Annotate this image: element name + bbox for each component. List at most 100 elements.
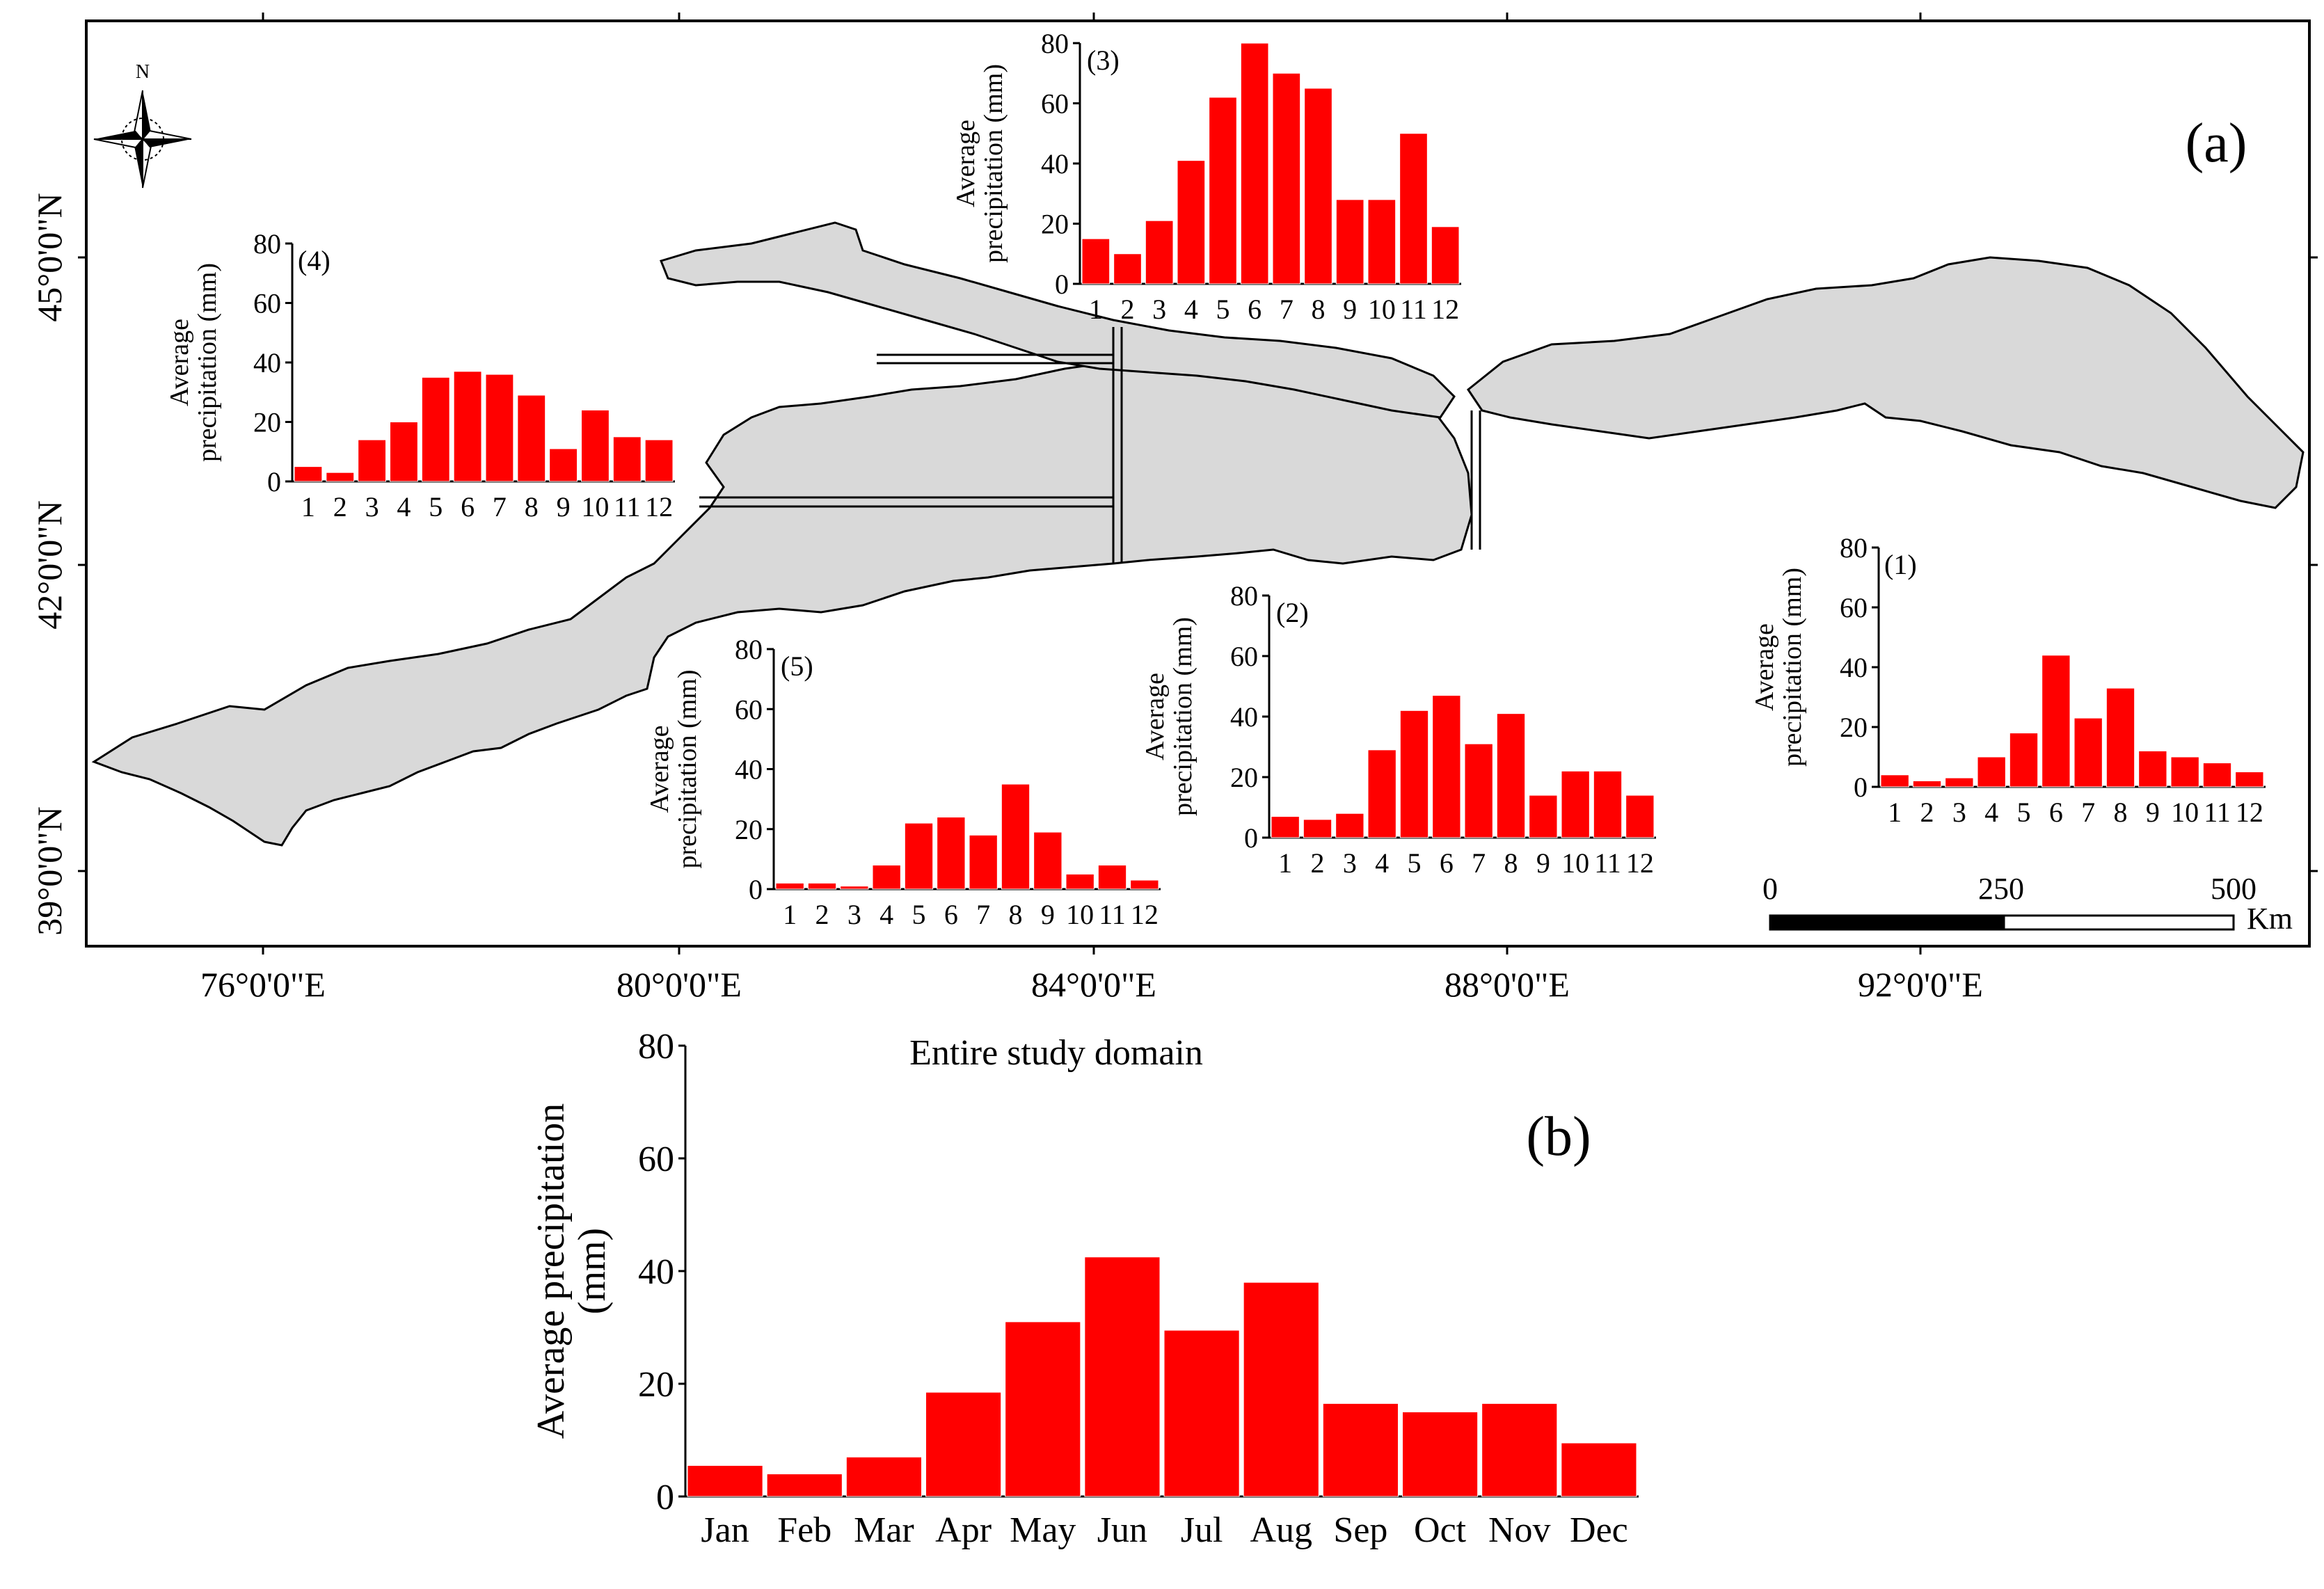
main-xtick-label: Jan bbox=[701, 1510, 749, 1550]
sub3-xtick-label: 1 bbox=[1089, 294, 1103, 325]
main-bar bbox=[1481, 1403, 1558, 1497]
sub5-xtick-label: 8 bbox=[1009, 899, 1023, 930]
sub1-bar bbox=[1945, 777, 1974, 788]
sub3-xtick-label: 12 bbox=[1431, 294, 1459, 325]
sub4-bar bbox=[517, 394, 546, 482]
main-xtick-label: Dec bbox=[1570, 1510, 1628, 1550]
main-xtick-label: Mar bbox=[854, 1510, 914, 1550]
sub2-bar bbox=[1335, 813, 1364, 838]
lon-label-92: 92°0'0"E bbox=[1858, 965, 1983, 1004]
sub2-bar bbox=[1303, 819, 1332, 838]
sub5-bar bbox=[969, 834, 998, 890]
sub5-xtick-label: 7 bbox=[976, 899, 990, 930]
sub1-xtick-label: 11 bbox=[2204, 797, 2231, 828]
sub2-bar bbox=[1367, 749, 1396, 838]
sub4-xtick-label: 5 bbox=[429, 491, 443, 522]
sub5-ytick-label: 40 bbox=[735, 754, 763, 785]
main-ylabel: Average precipitation(mm) bbox=[530, 1103, 614, 1439]
sub2-xtick-label: 9 bbox=[1536, 847, 1550, 879]
sub3-ytick-label: 80 bbox=[1041, 28, 1069, 59]
sub4-ytick-label: 80 bbox=[253, 228, 281, 259]
main-bar bbox=[1243, 1281, 1319, 1497]
sub2-xtick-label: 11 bbox=[1594, 847, 1621, 879]
subregion-boundaries bbox=[699, 327, 1481, 564]
map-ticks bbox=[78, 13, 2318, 955]
sub1-bar bbox=[1880, 774, 1909, 788]
sub5-bar bbox=[1001, 783, 1030, 890]
sub2-xtick-label: 7 bbox=[1472, 847, 1486, 879]
main-ytick-label: 60 bbox=[638, 1140, 674, 1179]
sub5-bar bbox=[1033, 831, 1062, 890]
sub5-xtick-label: 4 bbox=[880, 899, 893, 930]
sub4-bar bbox=[549, 448, 578, 482]
main-bar bbox=[1005, 1321, 1081, 1497]
sub4-xtick-label: 9 bbox=[557, 491, 571, 522]
sub1-bar bbox=[2074, 717, 2103, 788]
sub1-xtick-label: 4 bbox=[1984, 797, 1998, 828]
scale-bar bbox=[1769, 914, 2235, 931]
sub2-title: (2) bbox=[1276, 597, 1309, 628]
sub1-bar bbox=[2106, 687, 2135, 788]
sub1-ytick-label: 40 bbox=[1840, 652, 1868, 683]
sub5-ytick-label: 0 bbox=[749, 874, 763, 905]
sub4-bar bbox=[612, 436, 642, 482]
main-ytick-label: 40 bbox=[638, 1252, 674, 1292]
sub2-xtick-label: 8 bbox=[1504, 847, 1518, 879]
panel-b-label: (b) bbox=[1526, 1106, 1591, 1167]
sub5-bar bbox=[807, 882, 837, 890]
sub1-ytick-label: 20 bbox=[1840, 712, 1868, 743]
sub1-ylabel: Averageprecipitation (mm) bbox=[1750, 568, 1807, 767]
sub4-bar bbox=[644, 439, 674, 482]
main-xtick-label: Apr bbox=[935, 1510, 992, 1550]
sub3-bar bbox=[1081, 238, 1111, 285]
sub3-xtick-label: 3 bbox=[1152, 294, 1166, 325]
sub2-bar bbox=[1432, 695, 1461, 838]
sub2-bar bbox=[1625, 794, 1655, 838]
sub4-title: (4) bbox=[298, 245, 331, 276]
sub5-bar bbox=[1065, 873, 1095, 890]
sub1-bar bbox=[1912, 780, 1942, 788]
sub1-xtick-label: 12 bbox=[2236, 797, 2263, 828]
sub3-ytick-label: 60 bbox=[1041, 88, 1069, 120]
sub4-xtick-label: 1 bbox=[301, 491, 315, 522]
sub4-bar bbox=[581, 409, 610, 482]
main-bar bbox=[766, 1474, 843, 1497]
sub4-xtick-label: 12 bbox=[645, 491, 673, 522]
sub3-ytick-label: 40 bbox=[1041, 148, 1069, 179]
sub3-xtick-label: 6 bbox=[1248, 294, 1262, 325]
sub3-xtick-label: 5 bbox=[1216, 294, 1230, 325]
sub2-ytick-label: 60 bbox=[1230, 641, 1258, 672]
north-label: N bbox=[136, 61, 150, 83]
sub3-ylabel: Averageprecipitation (mm) bbox=[951, 64, 1008, 263]
sub3-bar bbox=[1272, 72, 1301, 285]
sub1-bar bbox=[2202, 762, 2232, 788]
main-xtick-label: Aug bbox=[1250, 1510, 1312, 1550]
sub3-bar bbox=[1177, 160, 1206, 285]
sub3-xtick-label: 9 bbox=[1343, 294, 1357, 325]
sub3-bar bbox=[1240, 42, 1269, 285]
sub5-bar bbox=[937, 817, 966, 890]
lon-label-88: 88°0'0"E bbox=[1444, 965, 1570, 1004]
sub4-bar bbox=[326, 472, 355, 482]
sub4-bar bbox=[453, 371, 482, 482]
sub2-bar bbox=[1593, 770, 1623, 838]
main-xtick-label: Sep bbox=[1333, 1510, 1387, 1550]
north-arrow-icon bbox=[93, 90, 192, 189]
sub4-bar bbox=[390, 422, 418, 482]
lat-label-45: 45°0'0"N bbox=[30, 193, 69, 322]
sub5-xtick-label: 2 bbox=[815, 899, 829, 930]
scale-label-500: 500 bbox=[2211, 872, 2257, 906]
main-bar bbox=[1322, 1403, 1399, 1497]
sub1-xtick-label: 9 bbox=[2146, 797, 2160, 828]
sub3-ytick-label: 0 bbox=[1055, 269, 1069, 300]
main-ytick-label: 20 bbox=[638, 1365, 674, 1405]
sub2-xtick-label: 10 bbox=[1561, 847, 1589, 879]
sub2-xtick-label: 5 bbox=[1408, 847, 1422, 879]
main-bar bbox=[1084, 1256, 1161, 1497]
sub1-bar bbox=[2138, 750, 2167, 788]
sub5-xtick-label: 11 bbox=[1099, 899, 1126, 930]
sub1-bar bbox=[1977, 756, 2006, 788]
panel-a-label: (a) bbox=[2186, 113, 2247, 174]
